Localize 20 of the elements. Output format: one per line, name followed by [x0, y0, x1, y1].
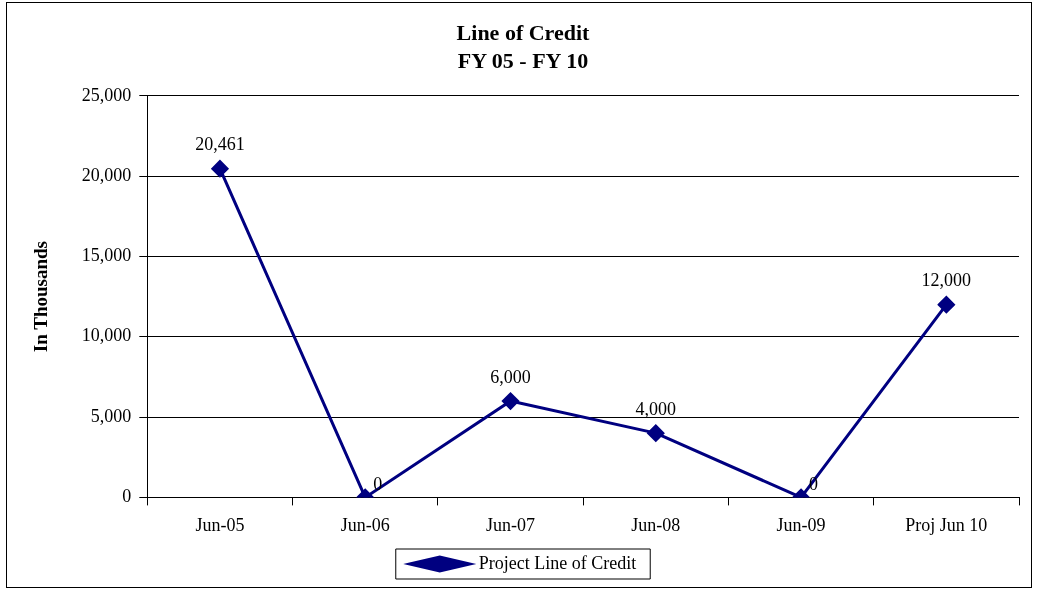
- data-label: 12,000: [921, 270, 972, 291]
- y-tick-label: 10,000: [81, 325, 132, 346]
- y-tick-label: 20,000: [81, 164, 132, 185]
- y-axis-title: In Thousands: [30, 241, 52, 353]
- x-tick-label: Jun-05: [195, 514, 245, 535]
- y-tick-label: 25,000: [81, 84, 132, 105]
- y-tick-label: 15,000: [81, 245, 132, 266]
- x-tick-label: Jun-07: [486, 514, 536, 535]
- chart-subtitle: FY 05 - FY 10: [457, 48, 589, 74]
- x-tick-label: Proj Jun 10: [905, 514, 988, 535]
- data-label: 20,461: [195, 134, 245, 155]
- y-tick-label: 0: [122, 486, 132, 507]
- x-tick-label: Jun-09: [776, 514, 826, 535]
- x-tick-label: Jun-08: [631, 514, 681, 535]
- data-label: 6,000: [490, 366, 531, 387]
- chart-title: Line of Credit: [456, 19, 591, 45]
- x-tick-label: Jun-06: [340, 514, 390, 535]
- data-label: 4,000: [635, 398, 677, 419]
- y-tick-label: 5,000: [90, 405, 132, 426]
- legend-label: Project Line of Credit: [478, 552, 637, 573]
